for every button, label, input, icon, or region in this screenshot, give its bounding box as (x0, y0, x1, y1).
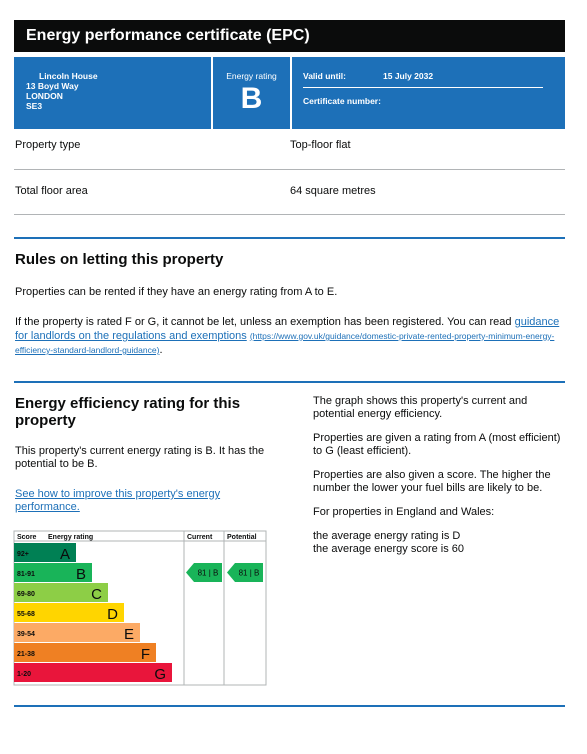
column-header: Potential (227, 534, 257, 541)
right-column: The graph shows this property's current … (313, 395, 568, 556)
section-rule (14, 381, 565, 383)
address-line: Lincoln House (39, 71, 98, 81)
divider (303, 87, 543, 88)
guidance-link[interactable]: guidance for landlords on the regulation… (15, 316, 560, 342)
certificate-label: Certificate number: (303, 96, 381, 106)
graph-frame (13, 530, 267, 686)
page-title: Energy performance certificate (EPC) (26, 27, 310, 44)
current-label: 81 | B (198, 569, 219, 578)
current-arrow (186, 563, 222, 582)
section-title: Energy efficiency rating for this proper… (15, 395, 241, 429)
band-score: 69-80 (17, 591, 35, 598)
divider (211, 57, 213, 129)
row-rule (14, 214, 565, 215)
rating-letter: B (240, 82, 263, 115)
paragraph: This property's current energy rating is… (15, 445, 265, 470)
paragraph: The graph shows this property's current … (313, 395, 528, 420)
band-letter: B (76, 566, 86, 583)
band-letter: F (141, 646, 150, 663)
band-bar (14, 583, 108, 602)
summary-box: Lincoln House 13 Boyd Way LONDON SE3 Ene… (14, 57, 565, 129)
band-score: 81-91 (17, 571, 35, 578)
row-value: 64 square metres (290, 185, 376, 197)
text: . (159, 344, 163, 356)
band-letter: A (60, 546, 70, 563)
paragraph: For properties in England and Wales: (313, 506, 495, 518)
paragraph: Properties can be rented if they have an… (15, 286, 338, 298)
band-score: 21-38 (17, 651, 35, 658)
title-bar: Energy performance certificate (EPC) (14, 20, 565, 52)
band-bar (14, 663, 172, 682)
section-rule (14, 705, 565, 707)
address-line: LONDON (26, 91, 63, 101)
guidance-url[interactable]: (https://www.gov.uk/guidance/domestic-pr… (15, 331, 555, 355)
section-rule (14, 237, 565, 239)
divider (290, 57, 292, 129)
potential-label: 81 | B (239, 569, 260, 578)
row-value: Top-floor flat (290, 139, 351, 151)
valid-date: 15 July 2032 (383, 71, 434, 81)
address-line: SE3 (26, 101, 43, 111)
band-bar (14, 543, 76, 562)
band-bar (14, 623, 140, 642)
text: If the property is rated F or G, it cann… (15, 316, 512, 328)
band-letter: G (154, 666, 166, 683)
row-rule (14, 169, 565, 170)
valid-label: Valid until: (303, 71, 346, 81)
address-line: 13 Boyd Way (26, 81, 79, 91)
band-score: 92+ (17, 551, 29, 558)
address: Lincoln House 13 Boyd Way LONDON SE3 (26, 71, 98, 111)
improve-link[interactable]: See how to improve this property's energ… (15, 488, 221, 513)
average: the average energy rating is D (313, 530, 461, 542)
paragraph: If the property is rated F or G, it cann… (15, 315, 567, 357)
row-label: Property type (15, 139, 81, 151)
paragraph: Properties are given a rating from A (mo… (313, 432, 561, 457)
column-header: Current (187, 534, 213, 541)
band-letter: C (91, 586, 102, 603)
band-score: 1-20 (17, 671, 31, 678)
band-score: 55-68 (17, 611, 35, 618)
potential-arrow (227, 563, 263, 582)
band-bar (14, 643, 156, 662)
rating-label: Energy rating (226, 71, 277, 81)
section-title: Rules on letting this property (15, 251, 224, 268)
average: the average energy score is 60 (313, 543, 465, 555)
band-letter: D (107, 606, 118, 623)
column-header: Energy rating (48, 534, 93, 541)
band-bar (14, 603, 124, 622)
band-bar (14, 563, 92, 582)
column-header: Score (17, 534, 37, 541)
row-label: Total floor area (15, 185, 88, 197)
paragraph: Properties are also given a score. The h… (313, 469, 551, 494)
band-letter: E (124, 626, 134, 643)
band-score: 39-54 (17, 631, 35, 638)
